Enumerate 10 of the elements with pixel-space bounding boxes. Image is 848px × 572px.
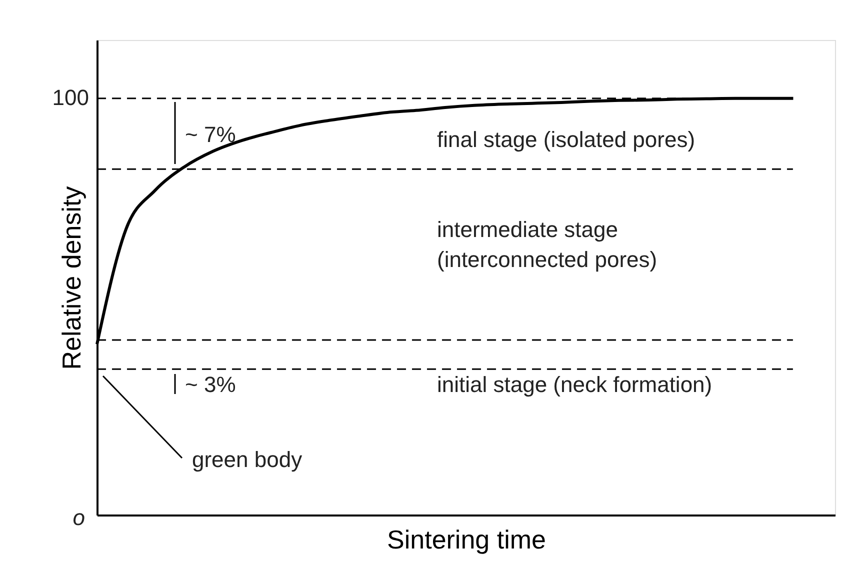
annotation: final stage (isolated pores) — [437, 127, 696, 152]
y-axis-title: Relative density — [56, 186, 86, 370]
annotation: intermediate stage (interconnected pores) — [437, 217, 658, 272]
text: o — [72, 505, 85, 530]
x-axis-title: Sintering time — [387, 524, 546, 554]
annotation: green body — [192, 447, 302, 472]
text: 100 — [52, 85, 89, 110]
annotation: initial stage (neck formation) — [437, 372, 712, 397]
annotation: ~ 3% — [185, 372, 236, 397]
annotation: ~ 7% — [185, 122, 236, 147]
